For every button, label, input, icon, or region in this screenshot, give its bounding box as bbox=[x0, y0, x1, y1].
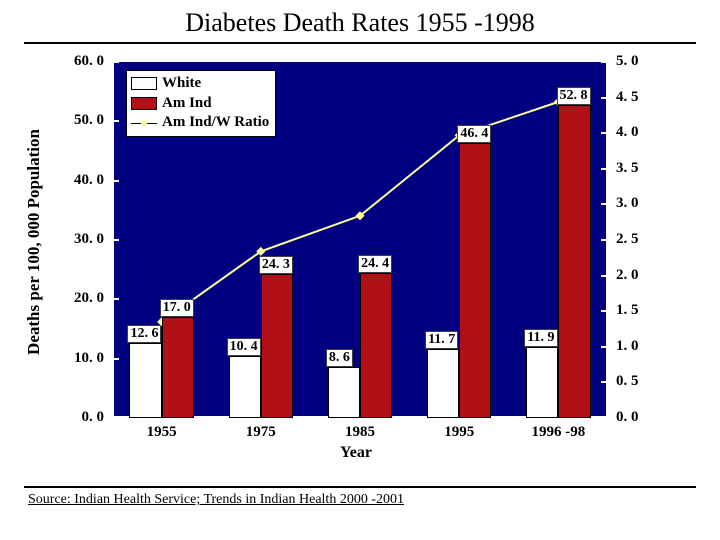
y-right-tick: 4. 5 bbox=[616, 89, 639, 106]
y-left-tick: 10. 0 bbox=[74, 350, 104, 367]
legend: White Am Ind Am Ind/W Ratio bbox=[126, 70, 276, 137]
bar-value-am_ind: 24. 3 bbox=[259, 256, 293, 274]
x-tick: 1955 bbox=[132, 424, 192, 441]
bar-white bbox=[526, 347, 558, 418]
y-left-tick: 30. 0 bbox=[74, 231, 104, 248]
bar-white bbox=[129, 343, 161, 418]
y-right-tick: 0. 0 bbox=[616, 409, 639, 426]
chart-area: Deaths per 100, 000 Population Am Ind/W … bbox=[22, 50, 698, 480]
y-left-tick: 0. 0 bbox=[82, 409, 105, 426]
bar-am_ind bbox=[261, 274, 293, 418]
y-right-tick: 3. 5 bbox=[616, 160, 639, 177]
title-rule bbox=[24, 42, 696, 44]
y-right-tick: 3. 0 bbox=[616, 195, 639, 212]
legend-marker-ratio bbox=[131, 116, 157, 129]
y-right-tick: 1. 5 bbox=[616, 302, 639, 319]
y-left-tick: 60. 0 bbox=[74, 53, 104, 70]
bar-am_ind bbox=[459, 143, 491, 418]
legend-item-amind: Am Ind bbox=[131, 94, 269, 114]
y-left-axis-label: Deaths per 100, 000 Population bbox=[24, 129, 44, 355]
y-right-tick: 1. 0 bbox=[616, 338, 639, 355]
x-tick: 1975 bbox=[231, 424, 291, 441]
y-left-tick: 20. 0 bbox=[74, 290, 104, 307]
bar-white bbox=[328, 367, 360, 418]
legend-label-amind: Am Ind bbox=[162, 94, 212, 114]
y-right-tick: 0. 5 bbox=[616, 373, 639, 390]
bar-value-am_ind: 52. 8 bbox=[557, 87, 591, 105]
x-axis-label: Year bbox=[340, 444, 372, 462]
bar-value-white: 8. 6 bbox=[326, 349, 353, 367]
y-left-tick: 50. 0 bbox=[74, 112, 104, 129]
legend-item-ratio: Am Ind/W Ratio bbox=[131, 113, 269, 133]
y-right-tick: 2. 5 bbox=[616, 231, 639, 248]
y-left-tick: 40. 0 bbox=[74, 172, 104, 189]
legend-swatch-white bbox=[131, 77, 157, 90]
x-tick: 1985 bbox=[330, 424, 390, 441]
bar-value-am_ind: 17. 0 bbox=[160, 299, 194, 317]
bar-value-white: 12. 6 bbox=[127, 325, 161, 343]
legend-label-white: White bbox=[162, 74, 201, 94]
y-right-tick: 5. 0 bbox=[616, 53, 639, 70]
bar-value-am_ind: 46. 4 bbox=[457, 125, 491, 143]
legend-item-white: White bbox=[131, 74, 269, 94]
y-right-tick: 4. 0 bbox=[616, 124, 639, 141]
bar-value-am_ind: 24. 4 bbox=[358, 255, 392, 273]
legend-label-ratio: Am Ind/W Ratio bbox=[162, 113, 269, 133]
chart-title: Diabetes Death Rates 1955 -1998 bbox=[0, 0, 720, 42]
x-tick: 1996 -98 bbox=[528, 424, 588, 441]
bar-white bbox=[427, 349, 459, 418]
y-right-tick: 2. 0 bbox=[616, 267, 639, 284]
bar-am_ind bbox=[360, 273, 392, 418]
source-text: Source: Indian Health Service; Trends in… bbox=[0, 492, 720, 508]
bar-value-white: 11. 7 bbox=[425, 331, 458, 349]
legend-swatch-amind bbox=[131, 97, 157, 110]
bar-am_ind bbox=[558, 105, 590, 418]
bar-value-white: 11. 9 bbox=[524, 329, 557, 347]
footer-rule bbox=[24, 486, 696, 488]
x-tick: 1995 bbox=[429, 424, 489, 441]
bar-value-white: 10. 4 bbox=[227, 338, 261, 356]
bar-white bbox=[229, 356, 261, 418]
bar-am_ind bbox=[162, 317, 194, 418]
